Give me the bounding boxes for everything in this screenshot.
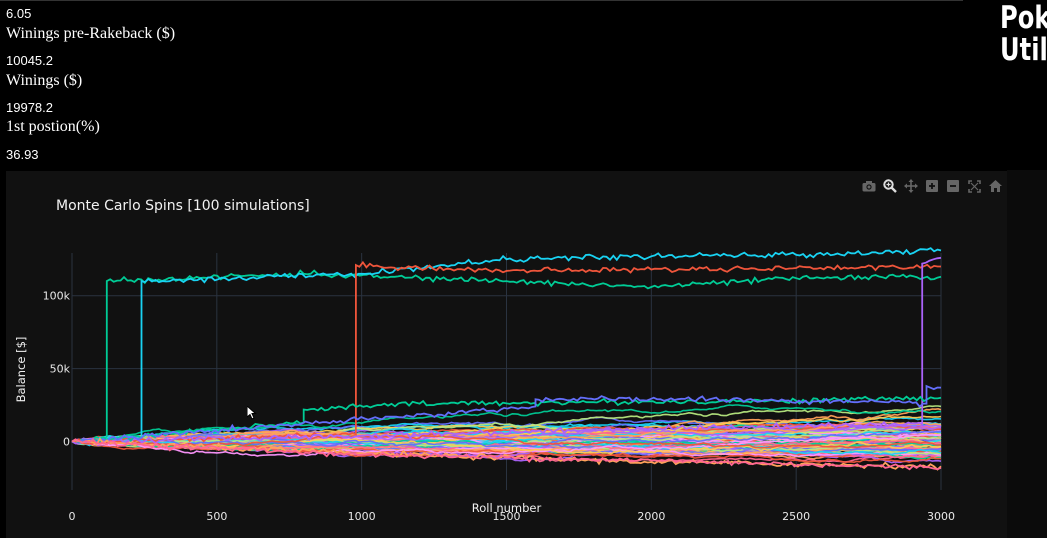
pan-icon[interactable] [903, 179, 919, 193]
x-tick-label: 2500 [782, 510, 810, 523]
first-position-value: 36.93 [6, 147, 39, 162]
top-stat-value: 6.05 [6, 6, 32, 21]
modebar [861, 179, 1003, 193]
logo-text: Pok Util [1000, 0, 1047, 68]
simulation-line [71, 430, 942, 448]
y-tick-label: 50k [50, 363, 71, 376]
highlighted-simulation-line [71, 438, 942, 471]
y-tick-label: 100k [43, 290, 71, 303]
simulation-line [71, 416, 942, 443]
zoom-in-icon[interactable] [924, 179, 940, 193]
winnings-value: 19978.2 [6, 100, 53, 115]
zoom-out-icon[interactable] [945, 179, 961, 193]
mouse-cursor-icon [247, 406, 257, 420]
home-icon[interactable] [987, 179, 1003, 193]
x-tick-label: 500 [206, 510, 227, 523]
chart-panel: 0 500 1000 1500 2000 2500 3000 0 50k 100k Roll num… [6, 171, 1007, 538]
highlighted-simulation-line [71, 384, 942, 444]
x-tick-label: 1000 [348, 510, 376, 523]
x-tick-label: 0 [69, 510, 76, 523]
logo: Pok Util [1000, 2, 1047, 66]
chart-svg[interactable]: 0 500 1000 1500 2000 2500 3000 0 50k 100k Roll num… [6, 171, 1007, 538]
x-tick-label: 1500 [493, 510, 521, 523]
highlighted-simulation-line [71, 269, 942, 443]
pre-rakeback-label: Winings pre-Rakeback ($) [6, 25, 176, 42]
x-tick-label: 2000 [637, 510, 665, 523]
zoom-icon[interactable] [882, 179, 898, 193]
simulation-line [72, 404, 941, 443]
simulation-line [71, 434, 942, 449]
x-tick-label: 3000 [927, 510, 955, 523]
highlighted-simulation-line [71, 247, 942, 444]
right-panel [1007, 170, 1047, 538]
y-tick-label: 0 [63, 436, 70, 449]
winnings-label: Winings ($) [6, 72, 83, 89]
chart-title: Monte Carlo Spins [100 simulations] [56, 198, 310, 214]
x-axis-title: Roll number [472, 501, 542, 515]
series-group [71, 247, 942, 471]
highlighted-simulation-line [71, 256, 942, 445]
autoscale-icon[interactable] [966, 179, 982, 193]
camera-icon[interactable] [861, 179, 877, 193]
first-position-label: 1st postion(%) [6, 118, 100, 135]
top-border [0, 0, 963, 1]
pre-rakeback-value: 10045.2 [6, 53, 53, 68]
y-axis-title: Balance [$] [14, 337, 28, 403]
